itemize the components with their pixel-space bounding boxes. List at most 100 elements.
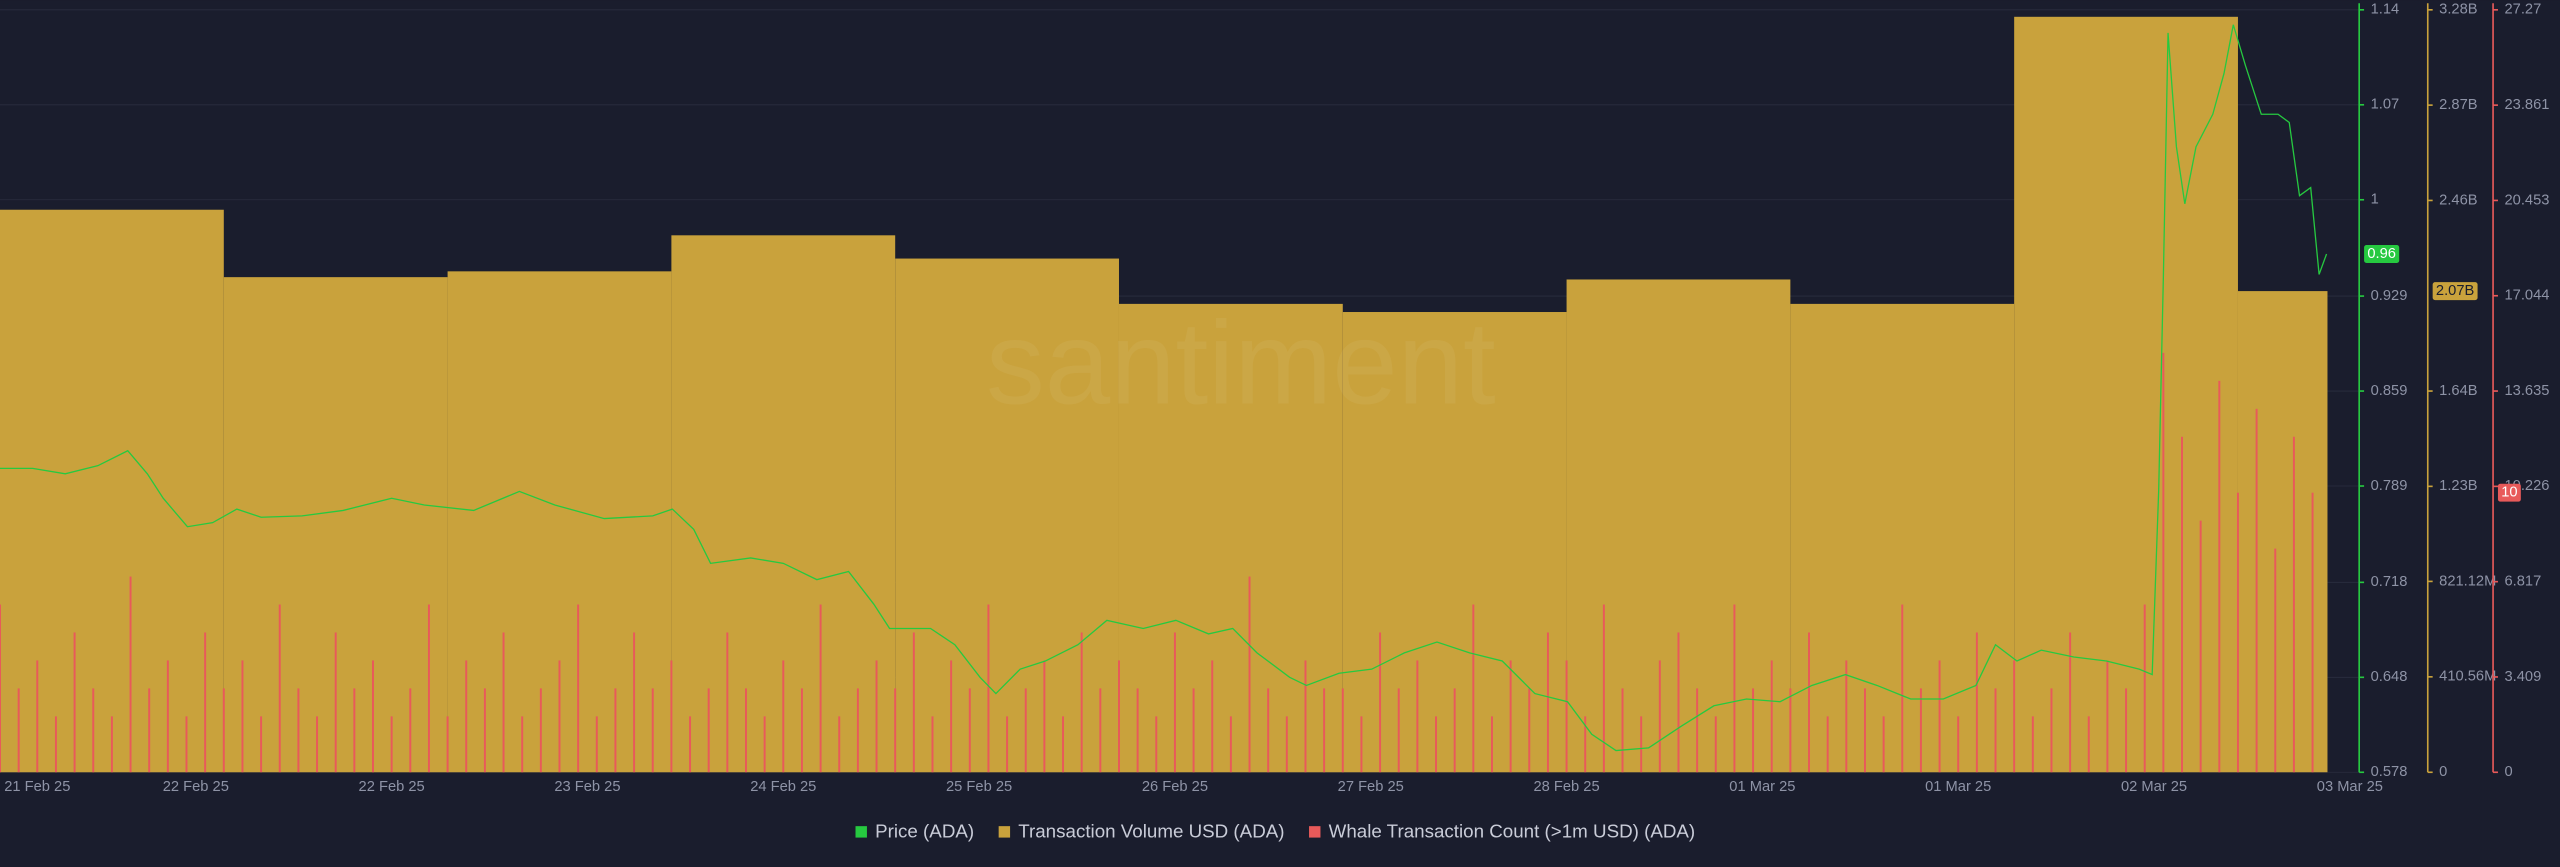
whale-bar [1919, 688, 1922, 773]
whale-bar [92, 688, 95, 773]
x-tick-label: 01 Mar 25 [1729, 779, 1795, 795]
x-tick-label: 21 Feb 25 [4, 779, 70, 795]
whale-bar [875, 660, 878, 773]
whale-bar [1808, 632, 1810, 773]
whale-bar [1155, 716, 1158, 773]
whale-bar [745, 688, 747, 773]
current-value-label: 0.96 [2367, 246, 2396, 262]
whale-bar [409, 688, 412, 773]
whale-bar [1696, 688, 1699, 773]
whale-bar [1714, 716, 1717, 773]
whale-bar [539, 688, 542, 773]
whale-bar [1285, 716, 1288, 773]
y-tick-label: 1.07 [2371, 97, 2400, 113]
y2-tick-label: 3.28B [2439, 2, 2478, 18]
whale-bar [987, 604, 990, 773]
whale-bar [110, 716, 113, 773]
whale-bar [782, 660, 785, 773]
whale-bar [1024, 688, 1027, 773]
whale-bar [1994, 688, 1997, 773]
legend-label: Transaction Volume USD (ADA) [1018, 821, 1284, 842]
whale-bar [1341, 688, 1344, 773]
whale-bar [353, 688, 356, 773]
whale-bar [2255, 408, 2258, 773]
y3-tick-label: 6.817 [2504, 574, 2541, 590]
x-tick-label: 23 Feb 25 [554, 779, 620, 795]
whale-bar [1957, 716, 1960, 773]
whale-bar [1640, 716, 1643, 773]
whale-bar [614, 688, 617, 773]
y-tick-label: 0.789 [2371, 478, 2408, 494]
whale-bar [1621, 688, 1624, 773]
whale-bar [800, 688, 803, 773]
whale-bar [1192, 688, 1195, 773]
whale-bar [1397, 688, 1400, 773]
x-tick-label: 02 Mar 25 [2121, 779, 2187, 795]
whale-bar [204, 632, 207, 773]
y2-tick-label: 2.46B [2439, 192, 2478, 208]
y2-tick-label: 0 [2439, 764, 2447, 780]
whale-bar [1975, 632, 1978, 773]
whale-bar [1528, 688, 1531, 773]
y3-tick-label: 20.453 [2504, 192, 2549, 208]
whale-bar [819, 604, 822, 773]
whale-bar [1845, 660, 1848, 773]
whale-bar [1118, 660, 1120, 773]
whale-bar [1173, 632, 1176, 773]
whale-bar [1658, 660, 1661, 773]
whale-bar [1043, 660, 1046, 773]
x-tick-label: 22 Feb 25 [163, 779, 229, 795]
whale-bar [1863, 688, 1866, 773]
legend-swatch [1309, 826, 1321, 838]
whale-bar [1677, 632, 1680, 773]
whale-bar [1826, 716, 1829, 773]
whale-bar [595, 716, 598, 773]
whale-bar [2218, 380, 2221, 773]
y2-tick-label: 1.64B [2439, 383, 2478, 399]
y-tick-label: 0.718 [2371, 574, 2408, 590]
volume-bar [0, 209, 224, 773]
current-value-label: 10 [2501, 485, 2517, 501]
y-tick-label: 1 [2371, 192, 2379, 208]
x-tick-label: 27 Feb 25 [1338, 779, 1404, 795]
whale-bar [1472, 604, 1475, 773]
x-tick-label: 03 Mar 25 [2317, 779, 2383, 795]
whale-bar [2106, 660, 2109, 773]
y-tick-label: 0.648 [2371, 669, 2408, 685]
whale-bar [689, 716, 692, 773]
x-tick-label: 26 Feb 25 [1142, 779, 1208, 795]
whale-bar [2199, 520, 2202, 773]
whale-bar [1435, 716, 1438, 773]
volume-bar [2237, 291, 2328, 773]
whale-bar [166, 660, 169, 773]
x-tick-label: 22 Feb 25 [359, 779, 425, 795]
whale-bar [334, 632, 337, 773]
x-tick-label: 24 Feb 25 [750, 779, 816, 795]
y3-tick-label: 13.635 [2504, 383, 2549, 399]
y-tick-label: 0.578 [2371, 764, 2408, 780]
whale-bar [1752, 688, 1755, 773]
whale-bar [483, 688, 486, 773]
y2-tick-label: 1.23B [2439, 478, 2478, 494]
whale-bar [36, 660, 39, 773]
whale-bar [1379, 632, 1382, 773]
whale-bar [968, 688, 971, 773]
whale-bar [1136, 688, 1139, 773]
whale-bar [1453, 688, 1456, 773]
whale-bar [2181, 436, 2183, 773]
whale-bar [1509, 660, 1512, 773]
whale-bar [2087, 716, 2090, 773]
whale-bar [670, 660, 673, 773]
whale-bar [1602, 604, 1605, 773]
whale-bar [2292, 436, 2295, 773]
whale-bar [297, 688, 300, 773]
whale-bar [1565, 660, 1568, 773]
current-value-label: 2.07B [2436, 283, 2475, 299]
current-value-badge [2432, 282, 2478, 301]
whale-bar [316, 716, 319, 773]
y2-tick-label: 410.56M [2439, 669, 2496, 685]
whale-bar [633, 632, 636, 773]
whale-bar [1490, 716, 1493, 773]
